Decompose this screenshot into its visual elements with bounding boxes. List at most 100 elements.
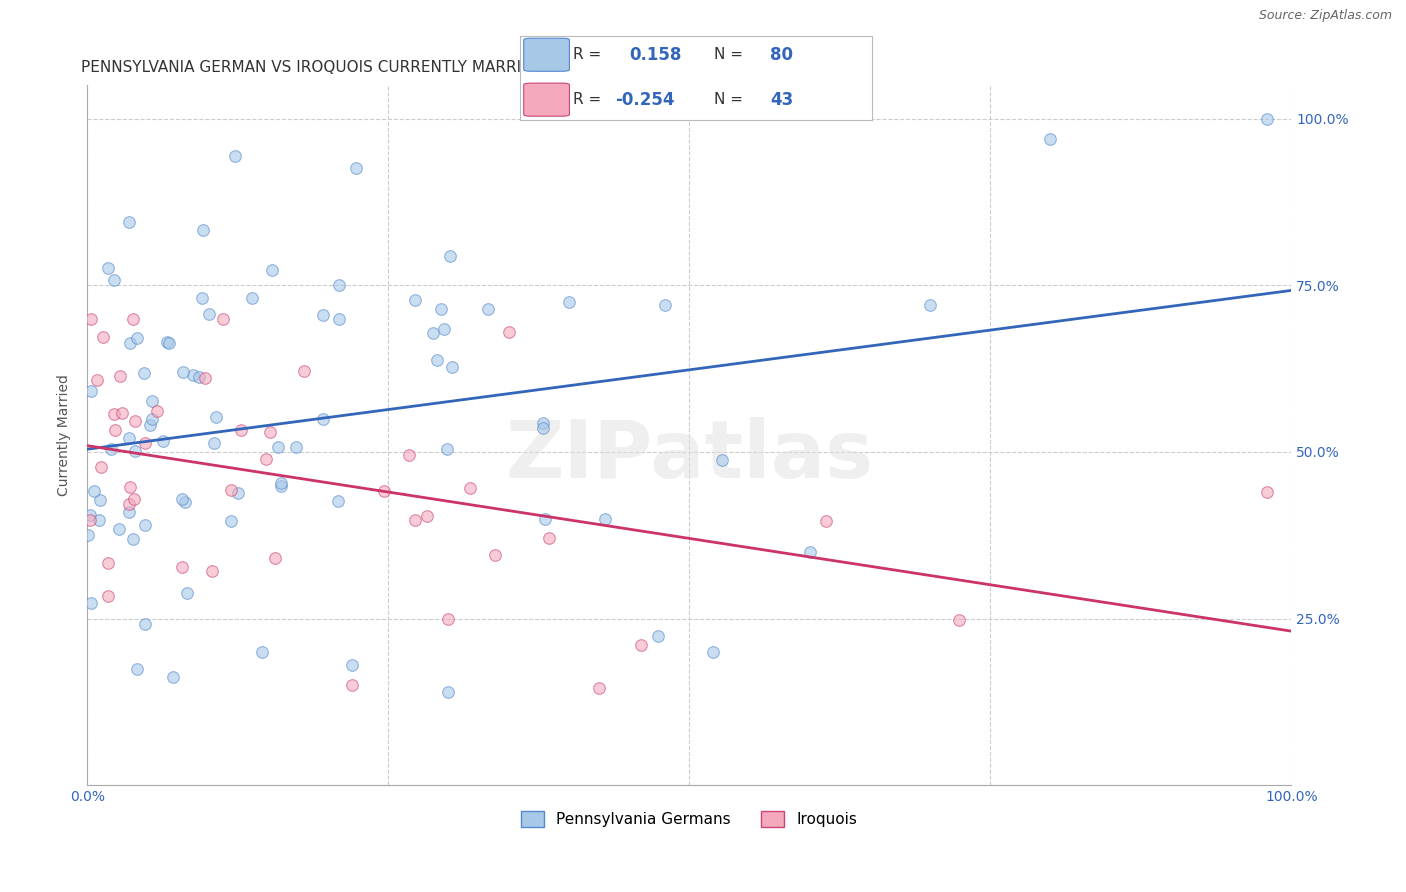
Point <box>125 662 148 676</box>
Point <box>433 322 456 336</box>
Point <box>436 442 458 456</box>
Point <box>252 645 274 659</box>
Point <box>311 412 333 426</box>
Point <box>284 440 307 454</box>
Point <box>533 511 555 525</box>
Point <box>226 486 249 500</box>
Legend: Pennsylvania Germans, Iroquois: Pennsylvania Germans, Iroquois <box>515 805 863 833</box>
Point <box>312 308 335 322</box>
Point <box>107 522 129 536</box>
Point <box>122 532 145 546</box>
Point <box>121 311 143 326</box>
Text: R =: R = <box>574 47 602 62</box>
Point <box>111 406 134 420</box>
Text: PENNSYLVANIA GERMAN VS IROQUOIS CURRENTLY MARRIED CORRELATION CHART: PENNSYLVANIA GERMAN VS IROQUOIS CURRENTL… <box>82 60 713 75</box>
Point <box>270 475 292 490</box>
Point <box>1039 132 1062 146</box>
FancyBboxPatch shape <box>524 83 569 116</box>
Point <box>630 638 652 652</box>
Point <box>124 444 146 458</box>
Point <box>702 645 724 659</box>
Point <box>404 513 426 527</box>
Point <box>557 295 579 310</box>
Point <box>458 481 481 495</box>
Point <box>141 394 163 409</box>
Point <box>920 298 942 312</box>
Point <box>498 325 520 339</box>
Point <box>193 222 215 236</box>
Point <box>118 497 141 511</box>
Point <box>441 359 464 374</box>
Point <box>270 479 292 493</box>
Point <box>174 495 197 509</box>
Point <box>201 564 224 578</box>
Point <box>134 518 156 533</box>
Text: 43: 43 <box>770 91 793 109</box>
Point <box>1256 484 1278 499</box>
Point <box>439 249 461 263</box>
Point <box>97 589 120 603</box>
Point <box>172 365 194 379</box>
Point <box>77 527 100 541</box>
Point <box>134 616 156 631</box>
Point <box>328 278 350 293</box>
Point <box>79 508 101 522</box>
Point <box>437 685 460 699</box>
Point <box>152 434 174 449</box>
Point <box>176 586 198 600</box>
Point <box>328 311 350 326</box>
Point <box>80 596 103 610</box>
Point <box>254 451 277 466</box>
Point <box>139 418 162 433</box>
Text: R =: R = <box>574 92 602 107</box>
Text: 0.158: 0.158 <box>630 45 682 63</box>
Point <box>422 326 444 340</box>
Point <box>146 403 169 417</box>
Point <box>118 215 141 229</box>
Point <box>170 560 193 574</box>
Point <box>80 311 103 326</box>
Point <box>1256 112 1278 126</box>
Point <box>205 410 228 425</box>
Text: ZIPatlas: ZIPatlas <box>505 417 873 495</box>
Point <box>262 263 284 277</box>
Point <box>404 293 426 308</box>
Point <box>263 550 285 565</box>
Text: N =: N = <box>714 47 742 62</box>
Point <box>191 291 214 305</box>
Point <box>294 364 316 378</box>
Point <box>948 613 970 627</box>
Point <box>531 416 554 430</box>
Point <box>134 436 156 450</box>
Point <box>97 557 120 571</box>
Point <box>416 508 439 523</box>
Point <box>141 411 163 425</box>
Point <box>157 335 180 350</box>
Point <box>654 298 676 312</box>
Point <box>120 336 142 351</box>
Point <box>538 531 561 545</box>
Point <box>156 335 179 350</box>
Point <box>202 436 225 450</box>
Point <box>118 505 141 519</box>
Point <box>219 483 242 497</box>
Point <box>340 658 363 673</box>
Point <box>108 368 131 383</box>
Point <box>86 373 108 387</box>
Y-axis label: Currently Married: Currently Married <box>58 375 72 496</box>
Point <box>118 431 141 445</box>
Point <box>340 678 363 692</box>
Point <box>477 301 499 316</box>
Point <box>799 545 821 559</box>
Point <box>425 352 447 367</box>
Point <box>588 681 610 696</box>
Point <box>531 420 554 434</box>
Point <box>242 291 264 305</box>
Text: N =: N = <box>714 92 742 107</box>
Point <box>181 368 204 382</box>
Point <box>122 491 145 506</box>
Point <box>484 548 506 562</box>
Point <box>267 440 290 454</box>
Point <box>103 408 125 422</box>
Text: 80: 80 <box>770 45 793 63</box>
